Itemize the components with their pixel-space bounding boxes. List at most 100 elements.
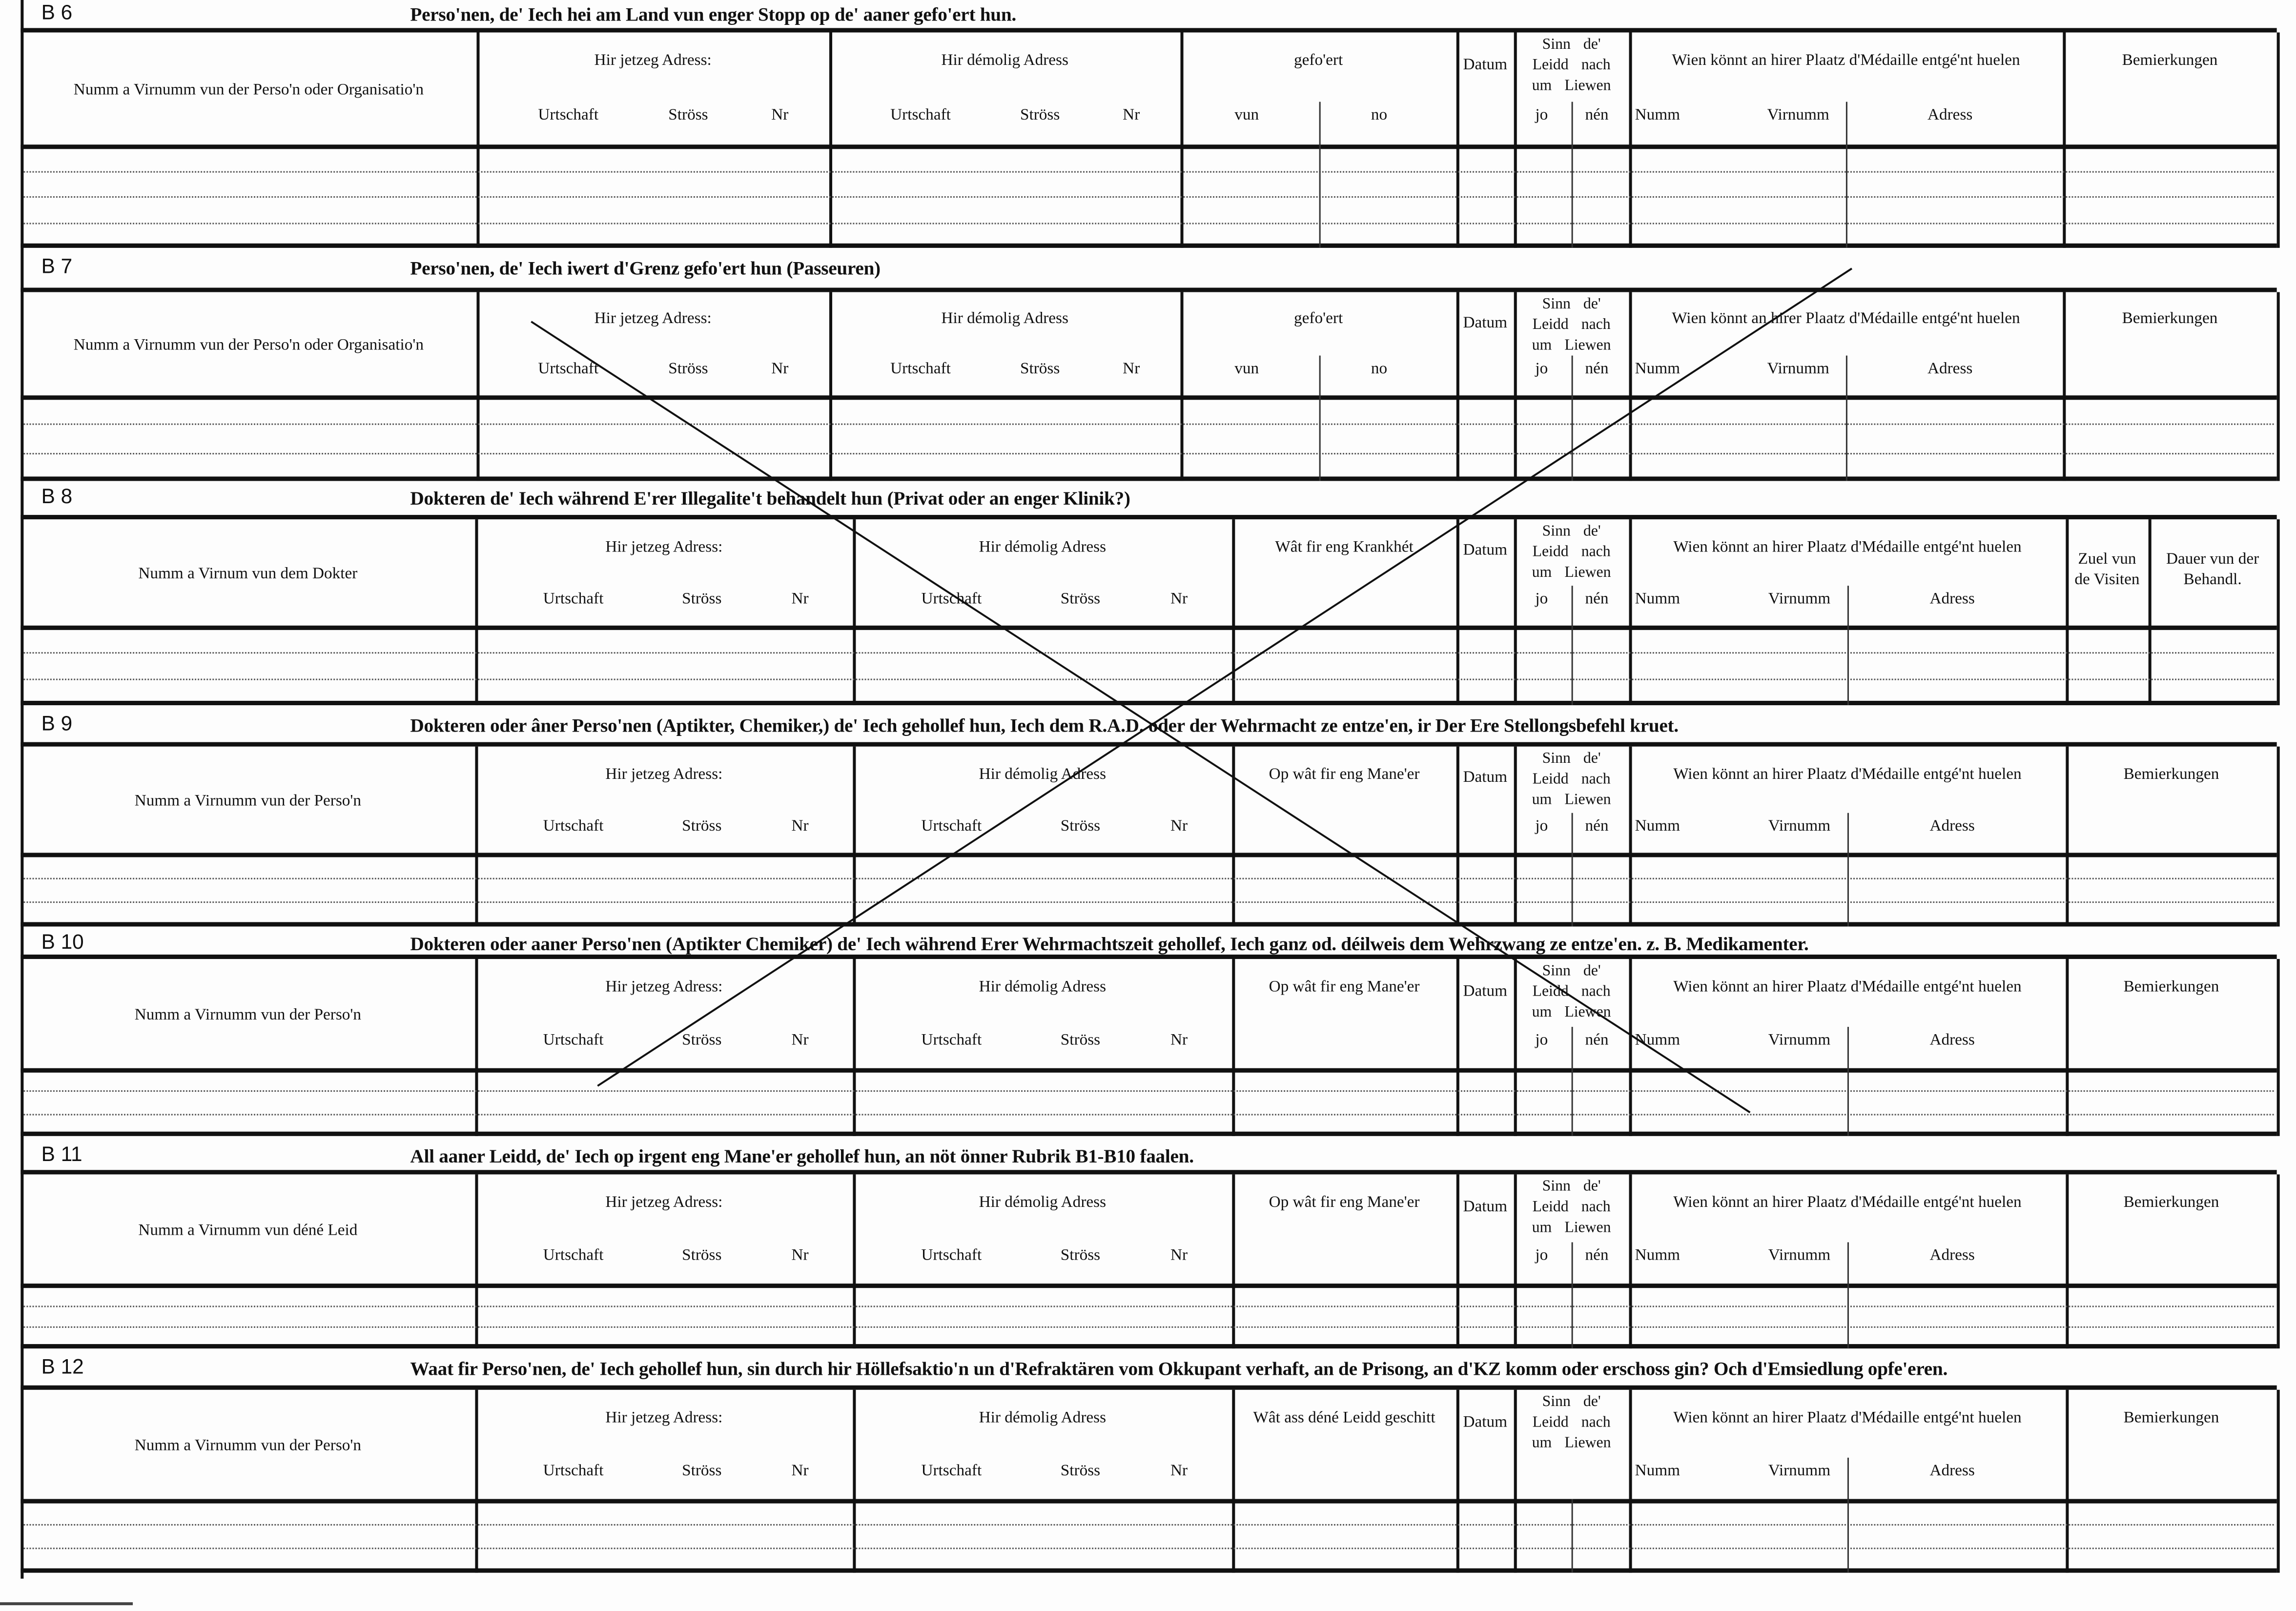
column-subheader: Numm: [1635, 1462, 1680, 1480]
column-divider: [1232, 519, 1235, 706]
subcolumn-divider: [1571, 1242, 1573, 1349]
entry-line[interactable]: [23, 652, 2274, 654]
column-header: gefo'ert: [1294, 52, 1343, 70]
entry-line[interactable]: [23, 222, 2274, 224]
data-area-rule: [20, 1499, 2277, 1573]
entry-line[interactable]: [23, 1113, 2274, 1115]
column-subheader: Virnumm: [1768, 1462, 1831, 1480]
column-header: Bemierkungen: [2123, 765, 2219, 783]
column-subheader: Ströss: [682, 1246, 722, 1264]
section-title: Waat fir Perso'nen, de' Iech gehollef hu…: [410, 1357, 1948, 1380]
column-header: Datum: [1463, 1198, 1508, 1216]
column-subheader: Urtschaft: [921, 589, 982, 608]
column-subheader: Ströss: [1060, 816, 1101, 835]
column-header: Numm a Virnumm vun der Perso'n oder Orga…: [73, 81, 424, 99]
header-rule: [20, 1170, 2277, 1288]
entry-line[interactable]: [23, 170, 2274, 172]
column-divider: [1232, 1389, 1235, 1573]
column-subheader: no: [1371, 360, 1388, 378]
column-subheader: Adress: [1929, 589, 1975, 608]
column-header: Wien könnt an hirer Plaatz d'Médaille en…: [1673, 1193, 2022, 1211]
subcolumn-divider: [1847, 1026, 1849, 1136]
section-title: Dokteren de' Iech während E'rer Illegali…: [410, 487, 1130, 509]
column-divider: [475, 1174, 478, 1349]
section-title: Perso'nen, de' Iech hei am Land vun enge…: [410, 3, 1016, 25]
entry-line[interactable]: [23, 1305, 2274, 1307]
entry-line[interactable]: [23, 877, 2274, 879]
column-header: Datum: [1463, 982, 1508, 1000]
cross-line-2: [597, 267, 1853, 1087]
section-title: Dokteren oder âner Perso'nen (Aptikter, …: [410, 714, 1679, 736]
column-header: Numm a Virnum vun dem Dokter: [138, 565, 358, 583]
column-header: Bemierkungen: [2122, 310, 2218, 328]
column-header: Hir jetzeg Adress:: [605, 1408, 723, 1427]
entry-line[interactable]: [23, 452, 2274, 454]
column-subheader: Numm: [1635, 1031, 1680, 1049]
column-subheader: Urtschaft: [890, 106, 951, 124]
column-header: Sinn de' Leidd nach um Liewen: [1532, 296, 1611, 354]
subcolumn-divider: [1847, 585, 1849, 705]
column-header: Hir démolig Adress: [979, 978, 1107, 996]
entry-line[interactable]: [23, 678, 2274, 680]
column-header: Zuel vun de Visiten: [2074, 551, 2140, 589]
data-area-rule: [20, 395, 2277, 481]
column-header: Wien könnt an hirer Plaatz d'Médaille en…: [1673, 978, 2022, 996]
column-divider: [475, 746, 478, 927]
section-code: B 10: [41, 929, 84, 953]
column-subheader: Nr: [791, 589, 809, 608]
column-subheader: Urtschaft: [543, 589, 604, 608]
section-code: B 6: [41, 0, 73, 24]
column-header: Hir jetzeg Adress:: [605, 765, 723, 783]
column-subheader: Urtschaft: [543, 1246, 604, 1264]
subcolumn-divider: [1318, 356, 1320, 481]
column-subheader: Numm: [1635, 816, 1680, 835]
column-header: Wien könnt an hirer Plaatz d'Médaille en…: [1672, 52, 2020, 70]
column-subheader: Urtschaft: [921, 1462, 982, 1480]
column-divider: [1232, 1174, 1235, 1349]
entry-line[interactable]: [23, 1326, 2274, 1328]
column-divider: [1456, 746, 1459, 927]
column-header: Hir démolig Adress: [979, 537, 1107, 556]
column-subheader: no: [1371, 106, 1388, 124]
entry-line[interactable]: [23, 902, 2274, 904]
column-divider: [1514, 959, 1517, 1136]
entry-line[interactable]: [23, 1523, 2274, 1525]
subcolumn-divider: [1571, 812, 1573, 927]
data-area-rule: [20, 1068, 2277, 1136]
subcolumn-divider: [1571, 1499, 1573, 1573]
column-subheader: Urtschaft: [543, 1031, 604, 1049]
column-subheader: Numm: [1635, 360, 1680, 378]
column-subheader: Nr: [1123, 106, 1140, 124]
column-divider: [476, 32, 480, 248]
column-divider: [1456, 1389, 1459, 1573]
column-subheader: Nr: [1123, 360, 1140, 378]
column-subheader: Nr: [1170, 1246, 1188, 1264]
column-subheader: Nr: [1170, 1462, 1188, 1480]
column-subheader: Urtschaft: [921, 1031, 982, 1049]
column-subheader: jo: [1535, 360, 1548, 378]
column-divider: [2276, 292, 2280, 481]
entry-line[interactable]: [23, 1091, 2274, 1093]
column-header: Numm a Virnumm vun der Perso'n: [134, 1006, 362, 1024]
entry-line[interactable]: [23, 1548, 2274, 1550]
section-code: B 12: [41, 1354, 84, 1378]
column-subheader: Ströss: [668, 106, 708, 124]
column-divider: [1514, 519, 1517, 706]
column-header: Numm a Virnumm vun déné Leid: [138, 1222, 358, 1240]
column-header: Op wât fir eng Mane'er: [1269, 978, 1420, 996]
column-header: Bemierkungen: [2123, 1408, 2219, 1427]
column-header: Datum: [1463, 542, 1508, 560]
entry-line[interactable]: [23, 196, 2274, 198]
column-subheader: jo: [1535, 1031, 1548, 1049]
column-subheader: Adress: [1929, 816, 1975, 835]
column-subheader: Nr: [771, 360, 789, 378]
entry-line[interactable]: [23, 424, 2274, 426]
column-subheader: Numm: [1635, 589, 1680, 608]
column-header: Sinn de' Leidd nach um Liewen: [1532, 37, 1611, 95]
column-subheader: Ströss: [668, 360, 708, 378]
header-rule: [20, 742, 2277, 857]
column-subheader: nén: [1585, 360, 1609, 378]
column-header: Numm a Virnumm vun der Perso'n oder Orga…: [73, 337, 424, 355]
column-subheader: Ströss: [1060, 1462, 1101, 1480]
column-header: Wât fir eng Krankhét: [1275, 537, 1414, 556]
